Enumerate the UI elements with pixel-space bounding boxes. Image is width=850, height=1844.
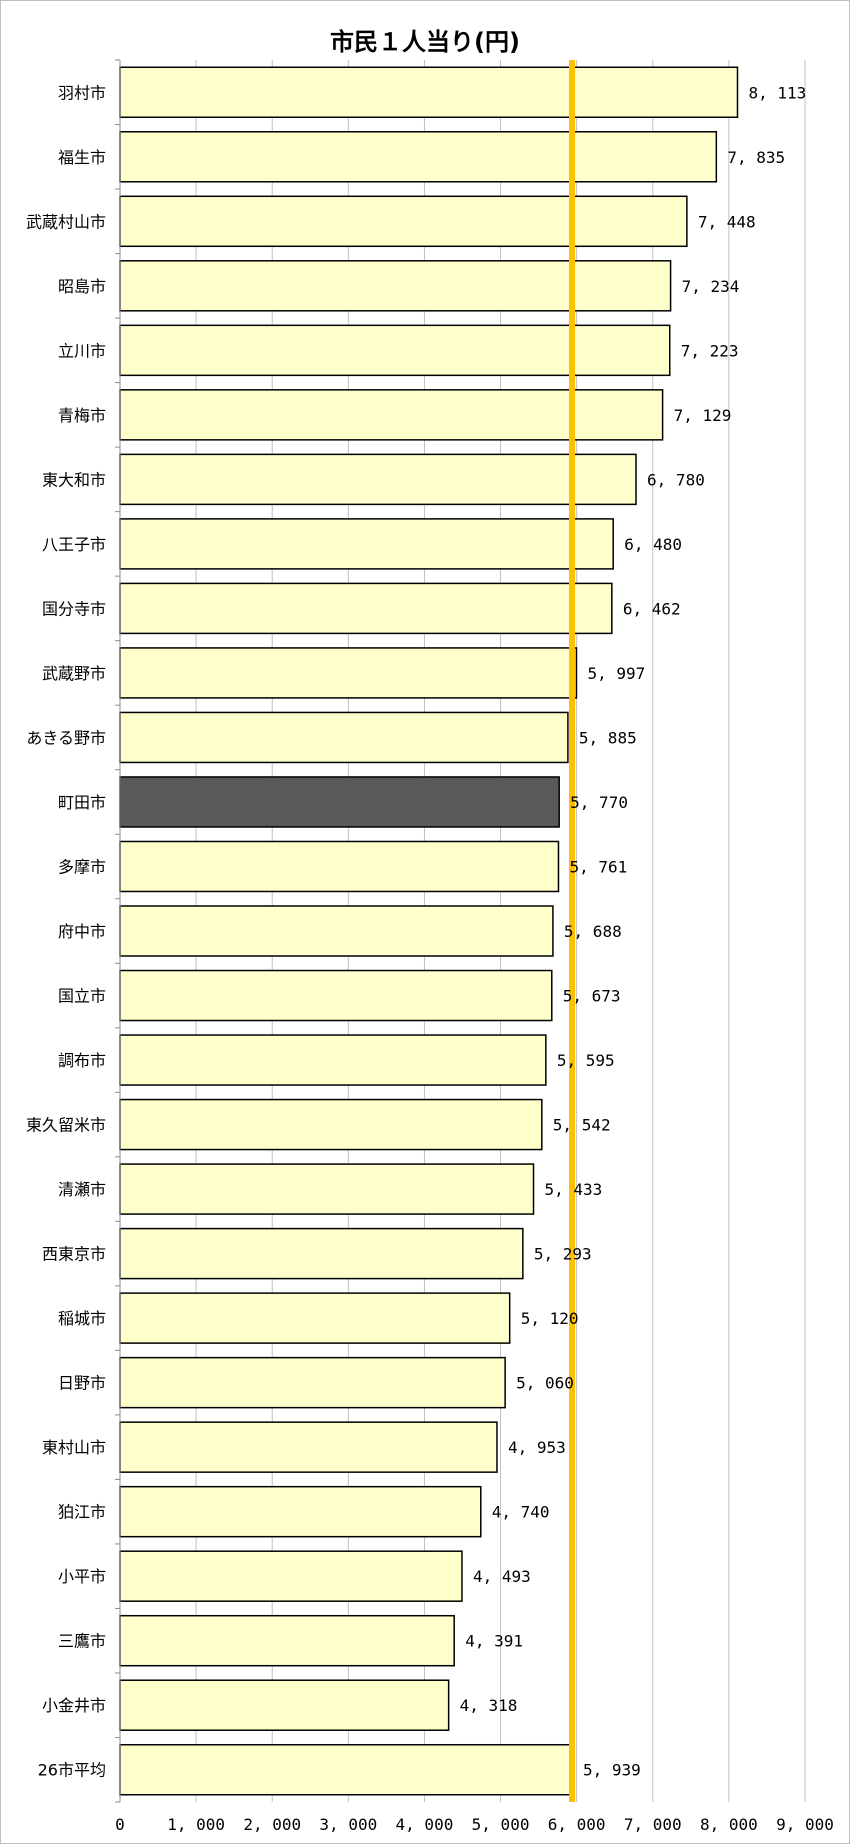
- category-label: 立川市: [58, 341, 106, 360]
- bar: [119, 582, 613, 635]
- category-label: 府中市: [58, 922, 106, 941]
- value-label: 5, 761: [569, 857, 627, 876]
- category-label: 三鷹市: [58, 1632, 106, 1651]
- x-tick-label: 1, 000: [167, 1815, 225, 1834]
- category-label: 東大和市: [42, 470, 106, 489]
- value-label: 5, 939: [583, 1761, 641, 1780]
- category-label: 町田市: [58, 793, 106, 812]
- bar: [119, 453, 637, 506]
- value-label: 7, 129: [674, 406, 732, 425]
- category-label: 東村山市: [42, 1438, 106, 1457]
- value-label: 4, 391: [465, 1632, 523, 1651]
- category-label: あきる野市: [26, 728, 106, 747]
- category-label: 小平市: [58, 1567, 106, 1586]
- category-label: 小金井市: [42, 1696, 106, 1715]
- x-tick-label: 3, 000: [319, 1815, 377, 1834]
- category-label: 青梅市: [58, 406, 106, 425]
- category-label: 清瀬市: [58, 1180, 106, 1199]
- value-label: 5, 433: [545, 1180, 603, 1199]
- value-label: 8, 113: [748, 83, 806, 102]
- category-label: 日野市: [58, 1374, 106, 1393]
- value-label: 4, 493: [473, 1567, 531, 1586]
- bar: [119, 1227, 524, 1280]
- value-label: 5, 595: [557, 1051, 615, 1070]
- labels: 0 1, 000 2, 000 3, 000 4, 000 5, 000 6, 000 7, …: [26, 83, 834, 1834]
- value-label: 7, 835: [727, 148, 785, 167]
- category-label: 狛江市: [58, 1503, 106, 1522]
- category-label: 武蔵野市: [42, 664, 106, 683]
- x-tick-label: 7, 000: [624, 1815, 682, 1834]
- bar: [119, 1163, 535, 1215]
- bar: [119, 711, 569, 764]
- bar: [119, 840, 560, 893]
- value-label: 5, 770: [570, 793, 628, 812]
- value-label: 5, 997: [587, 664, 645, 683]
- category-label: 西東京市: [42, 1245, 106, 1264]
- bars: [119, 66, 739, 1796]
- chart-title: 市民１人当り(円): [330, 28, 520, 56]
- value-label: 7, 448: [698, 212, 756, 231]
- value-label: 7, 223: [681, 341, 739, 360]
- category-label: 福生市: [58, 148, 106, 167]
- bar-highlighted: [119, 776, 560, 828]
- bar: [119, 1550, 463, 1602]
- bar: [119, 518, 614, 570]
- category-label: 国立市: [58, 987, 106, 1006]
- bar: [119, 647, 578, 699]
- value-label: 7, 234: [682, 277, 740, 296]
- value-label: 6, 462: [623, 599, 681, 618]
- value-label: 5, 120: [521, 1309, 579, 1328]
- x-tick-label: 0: [115, 1815, 125, 1834]
- value-label: 4, 740: [492, 1503, 550, 1522]
- category-label: 東久留米市: [26, 1116, 106, 1135]
- category-label: 調布市: [58, 1051, 106, 1070]
- value-label: 5, 542: [553, 1116, 611, 1135]
- value-label: 5, 293: [534, 1245, 592, 1264]
- x-tick-label: 5, 000: [472, 1815, 530, 1834]
- category-label: 八王子市: [42, 535, 106, 554]
- category-label: 武蔵村山市: [26, 212, 106, 231]
- bar: [119, 1356, 506, 1409]
- value-label: 6, 480: [624, 535, 682, 554]
- bar: [119, 905, 554, 957]
- value-label: 5, 060: [516, 1374, 574, 1393]
- bar: [119, 1743, 573, 1796]
- axes: [115, 59, 121, 1803]
- value-label: 4, 318: [460, 1696, 518, 1715]
- bar: [119, 1679, 450, 1731]
- value-label: 6, 780: [647, 470, 705, 489]
- bar: [119, 66, 739, 119]
- bar: [119, 260, 672, 312]
- bar: [119, 1034, 547, 1086]
- bar: [119, 195, 688, 248]
- bar: [119, 131, 718, 183]
- x-tick-label: 6, 000: [548, 1815, 606, 1834]
- category-label: 26市平均: [38, 1761, 106, 1780]
- bar: [119, 1292, 511, 1344]
- category-label: 稲城市: [58, 1309, 106, 1328]
- bar: [119, 969, 553, 1022]
- x-tick-label: 9, 000: [776, 1815, 834, 1834]
- value-label: 5, 688: [564, 922, 622, 941]
- bar: [119, 1485, 482, 1538]
- bar: [119, 1614, 455, 1667]
- bar: [119, 389, 664, 441]
- bar: [119, 1421, 498, 1473]
- category-label: 多摩市: [58, 857, 106, 876]
- bar: [119, 1098, 543, 1151]
- category-label: 国分寺市: [42, 599, 106, 618]
- value-label: 5, 673: [563, 987, 621, 1006]
- x-tick-label: 4, 000: [396, 1815, 454, 1834]
- value-label: 5, 885: [579, 728, 637, 747]
- x-tick-label: 2, 000: [243, 1815, 301, 1834]
- category-label: 羽村市: [58, 83, 106, 102]
- x-tick-label: 8, 000: [700, 1815, 758, 1834]
- category-label: 昭島市: [58, 277, 106, 296]
- bar: [119, 324, 671, 377]
- value-label: 4, 953: [508, 1438, 566, 1457]
